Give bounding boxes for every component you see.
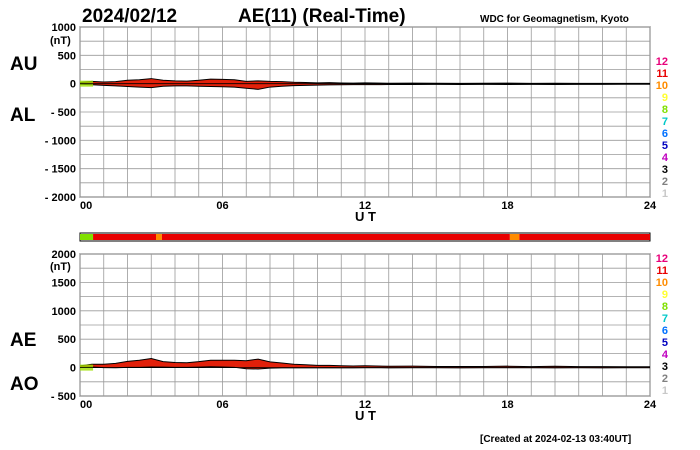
x-axis-title: U T bbox=[355, 408, 376, 423]
source-label: WDC for Geomagnetism, Kyoto bbox=[480, 14, 629, 25]
y-tick-label: - 500 bbox=[51, 107, 76, 119]
y-tick-label: - 2000 bbox=[45, 192, 76, 204]
ae-label: AE bbox=[10, 330, 36, 351]
al-label: AL bbox=[10, 105, 36, 126]
chart-title: AE(11) (Real-Time) bbox=[238, 6, 406, 27]
status-bar-segment bbox=[156, 234, 162, 240]
y-tick-label: - 1500 bbox=[45, 164, 76, 176]
x-tick-label: 18 bbox=[501, 200, 513, 212]
x-tick-label: 24 bbox=[644, 200, 657, 212]
level-scale-label: 10 bbox=[656, 277, 668, 289]
x-tick-label: 00 bbox=[80, 200, 92, 212]
level-scale-label: 4 bbox=[662, 152, 669, 164]
status-bar-segment bbox=[93, 234, 156, 240]
level-scale-label: 1 bbox=[662, 385, 668, 397]
x-axis-title: U T bbox=[355, 209, 376, 224]
level-scale-label: 11 bbox=[656, 265, 668, 277]
status-bar-segment bbox=[519, 234, 650, 240]
x-tick-label: 24 bbox=[644, 399, 657, 411]
x-tick-label: 18 bbox=[501, 399, 513, 411]
unit-label: (nT) bbox=[50, 261, 71, 273]
x-tick-label: 06 bbox=[216, 399, 228, 411]
y-tick-label: 1500 bbox=[52, 277, 76, 289]
level-scale-label: 7 bbox=[662, 116, 668, 128]
y-tick-label: 2000 bbox=[52, 249, 76, 261]
ao-label: AO bbox=[10, 374, 39, 395]
level-scale-label: 5 bbox=[662, 140, 668, 152]
level-scale-label: 1 bbox=[662, 188, 668, 200]
y-tick-label: - 500 bbox=[51, 391, 76, 403]
level-scale-label: 2 bbox=[662, 373, 668, 385]
level-scale-label: 8 bbox=[662, 104, 668, 116]
series-line-au bbox=[79, 78, 651, 84]
level-scale-label: 6 bbox=[662, 128, 668, 140]
y-tick-label: 500 bbox=[58, 334, 76, 346]
y-tick-label: 1000 bbox=[52, 22, 76, 34]
x-tick-label: 06 bbox=[216, 200, 228, 212]
level-scale-label: 3 bbox=[662, 361, 668, 373]
chart-date: 2024/02/12 bbox=[82, 6, 177, 27]
level-scale-label: 12 bbox=[656, 253, 668, 265]
level-scale-label: 5 bbox=[662, 337, 668, 349]
au-label: AU bbox=[10, 54, 37, 75]
level-scale-label: 2 bbox=[662, 176, 668, 188]
series-line-ae bbox=[79, 358, 651, 368]
level-scale-label: 6 bbox=[662, 325, 668, 337]
y-tick-label: 0 bbox=[70, 363, 76, 375]
level-scale-label: 7 bbox=[662, 313, 668, 325]
status-bar-segment bbox=[509, 234, 520, 240]
level-scale-label: 4 bbox=[662, 349, 669, 361]
created-timestamp: [Created at 2024-02-13 03:40UT] bbox=[480, 434, 631, 445]
status-bar-segment bbox=[80, 234, 94, 240]
au-al-panel: AU AL (nT) U T 1000 500 0 - 500 - 1000 - 1500… bbox=[10, 22, 657, 224]
level-scale-label: 3 bbox=[662, 164, 668, 176]
level-scale-label: 9 bbox=[662, 92, 668, 104]
ae-ao-panel: AE AO (nT) U T 2000 1500 1000 500 0 - 500 00 06… bbox=[10, 249, 657, 423]
x-tick-label: 00 bbox=[80, 399, 92, 411]
status-bar bbox=[79, 232, 651, 242]
x-tick-label: 12 bbox=[359, 200, 371, 212]
level-scale-label: 9 bbox=[662, 289, 668, 301]
level-scale-label: 12 bbox=[656, 56, 668, 68]
y-tick-label: 500 bbox=[58, 50, 76, 62]
level-scale-label: 8 bbox=[662, 301, 668, 313]
level-scale-label: 11 bbox=[656, 68, 668, 80]
y-tick-label: 1000 bbox=[52, 306, 76, 318]
x-tick-label: 12 bbox=[359, 399, 371, 411]
status-bar-segment bbox=[161, 234, 510, 240]
y-tick-label: 0 bbox=[70, 79, 76, 91]
level-scale-label: 10 bbox=[656, 80, 668, 92]
y-tick-label: - 1000 bbox=[45, 135, 76, 147]
series-line-al bbox=[79, 83, 650, 90]
unit-label: (nT) bbox=[50, 35, 71, 47]
